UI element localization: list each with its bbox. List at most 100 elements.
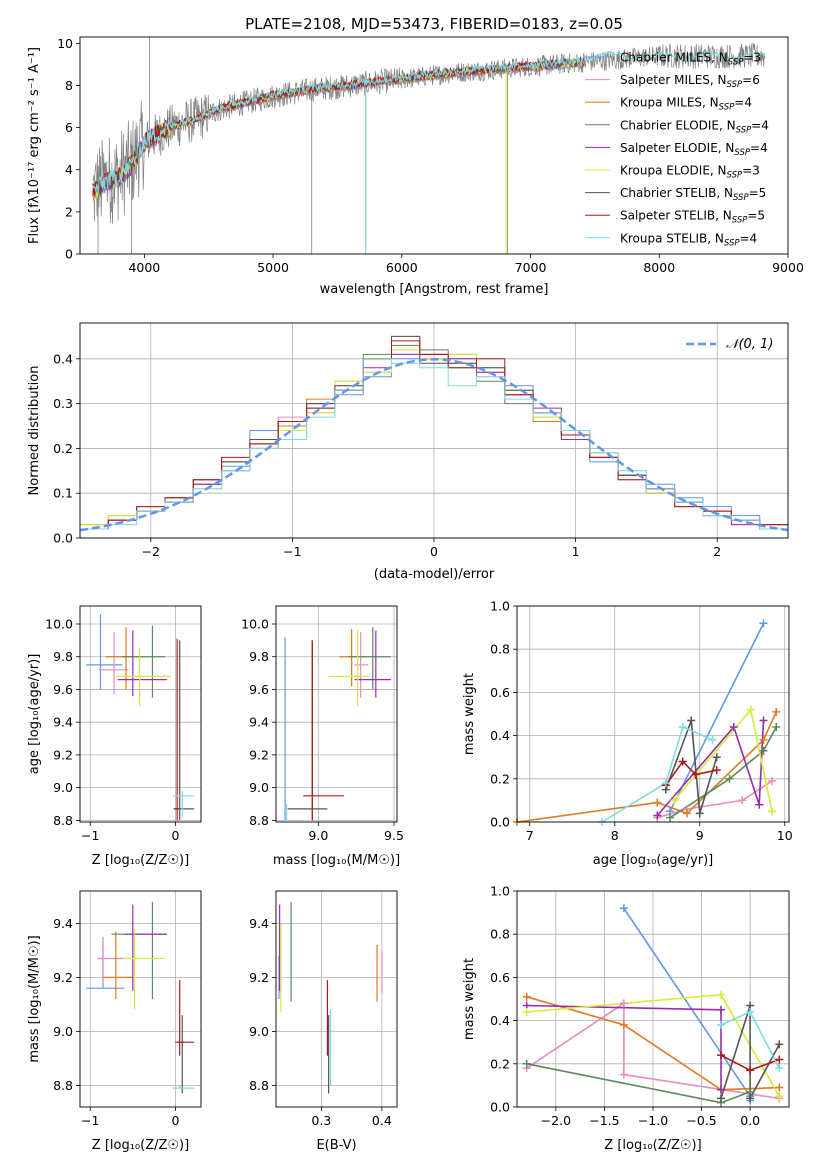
weight-marker <box>759 735 768 744</box>
weight-marker <box>717 990 725 999</box>
weight-marker <box>775 1083 784 1092</box>
x-tick-label: 6000 <box>386 260 418 275</box>
y-tick-label: 0.4 <box>490 1013 510 1028</box>
weight-marker <box>725 774 734 783</box>
y-tick-label: 9.2 <box>249 747 269 762</box>
y-axis-label: Flux [fλ10⁻¹⁷ erg cm⁻² s⁻¹ A⁻¹] <box>27 47 42 244</box>
y-tick-label: 8 <box>65 78 73 93</box>
legend-label: Salpeter MILES, NSSP=6 <box>620 73 760 90</box>
legend-label: Chabrier MILES, NSSP=3 <box>620 51 761 68</box>
y-axis-label: mass [log₁₀(M/M☉)] <box>27 935 42 1062</box>
gaussian-reference <box>80 358 788 532</box>
x-axis-label: wavelength [Angstrom, rest frame] <box>320 282 549 297</box>
y-axis-label: mass weight <box>462 673 477 755</box>
weight-marker <box>619 904 628 913</box>
y-tick-label: 1.0 <box>490 599 510 614</box>
y-tick-label: 9.8 <box>53 649 73 664</box>
weight-marker <box>717 1085 725 1094</box>
weight-marker <box>759 619 768 628</box>
weight-marker <box>768 776 776 785</box>
y-tick-label: 6 <box>65 120 73 135</box>
y-tick-label: 9.0 <box>53 1024 73 1039</box>
weight-marker <box>738 796 747 805</box>
axes-frame <box>275 605 398 823</box>
weight-marker <box>691 770 700 779</box>
legend-label: Chabrier STELIB, NSSP=5 <box>620 186 766 203</box>
weight-marker <box>619 1070 628 1079</box>
weight-marker <box>772 707 781 716</box>
legend-label: Kroupa STELIB, NSSP=4 <box>620 231 757 248</box>
chart-weight-vs-age: 7 8 9 10 0.0 0.2 0.4 0.6 0.8 1.0 age [log₁₀(age/yr… <box>462 599 793 869</box>
y-tick-label: 1.0 <box>490 884 510 899</box>
y-tick-label: 4 <box>65 162 73 177</box>
y-tick-label: 0.2 <box>53 441 73 456</box>
weight-marker <box>695 809 704 818</box>
legend-label: Salpeter STELIB, NSSP=5 <box>620 209 765 226</box>
weight-series <box>665 760 717 786</box>
x-tick-label: 10 <box>777 828 793 843</box>
plot-area <box>278 901 383 1094</box>
chart-title: PLATE=2108, MJD=53473, FIBERID=0183, z=0… <box>245 15 623 33</box>
weight-series <box>720 1005 781 1099</box>
weight-marker <box>772 722 781 731</box>
x-tick-label: −2.0 <box>541 1113 571 1128</box>
y-tick-label: 0 <box>65 247 73 262</box>
plot-area <box>92 37 766 254</box>
x-tick-label: −1 <box>283 544 301 559</box>
y-tick-label: 9.0 <box>53 780 73 795</box>
x-tick-label: 9.5 <box>384 828 404 843</box>
x-tick-label: 0.3 <box>311 1113 331 1128</box>
y-tick-label: 10 <box>57 36 73 51</box>
y-tick-label: 2 <box>65 204 73 219</box>
x-axis-label: Z [log₁₀(Z/Z☉)] <box>604 1138 701 1153</box>
x-axis-label: mass [log₁₀(M/M☉)] <box>273 853 400 868</box>
weight-marker <box>717 1094 725 1103</box>
weight-marker <box>746 1094 755 1103</box>
x-tick-label: −1.5 <box>589 1113 619 1128</box>
weight-marker <box>619 1020 628 1029</box>
y-tick-label: 0.3 <box>53 396 73 411</box>
weight-marker <box>759 746 768 755</box>
legend-label: Kroupa MILES, NSSP=4 <box>620 96 752 113</box>
x-tick-label: 8 <box>611 828 619 843</box>
weight-marker <box>759 716 768 725</box>
y-tick-label: 0.0 <box>490 1100 510 1115</box>
weight-marker <box>775 1040 784 1049</box>
weight-marker <box>661 779 670 788</box>
weight-marker <box>670 796 679 805</box>
x-tick-label: −1.0 <box>638 1113 668 1128</box>
y-tick-label: 9.4 <box>249 715 269 730</box>
x-tick-label: −1 <box>81 828 99 843</box>
y-tick-label: 0.1 <box>53 486 73 501</box>
weight-marker <box>619 999 628 1008</box>
x-tick-label: −1 <box>81 1113 99 1128</box>
x-tick-label: 4000 <box>128 260 160 275</box>
y-tick-label: 9.4 <box>249 916 269 931</box>
x-tick-label: 9.0 <box>308 828 328 843</box>
chart-mass-vs-Z: −1 0 8.8 9.0 9.2 9.4 Z [log₁₀(Z/Z☉)] mass [log₁… <box>27 890 202 1153</box>
weight-series <box>526 1001 780 1100</box>
weight-marker <box>653 798 662 807</box>
y-tick-label: 8.8 <box>53 813 73 828</box>
y-axis-label: age [log₁₀(age/yr)] <box>27 654 42 775</box>
weight-marker <box>755 800 764 809</box>
x-axis-label: (data-model)/error <box>374 567 495 582</box>
y-tick-label: 0.8 <box>490 927 510 942</box>
weight-marker <box>653 811 662 820</box>
x-axis-label: Z [log₁₀(Z/Z☉)] <box>92 1138 189 1153</box>
weight-marker <box>775 1092 784 1101</box>
legend-label: Chabrier ELODIE, NSSP=4 <box>620 118 769 135</box>
weight-marker <box>678 757 687 766</box>
y-tick-label: 8.8 <box>249 1078 269 1093</box>
y-tick-label: 8.8 <box>249 813 269 828</box>
chart-age-vs-Z: −1 0 8.8 9.0 9.2 9.4 9.6 9.8 10.0 Z [log₁₀(Z/Z☉)]… <box>27 605 202 868</box>
x-axis-label: age [log₁₀(age/yr)] <box>593 853 714 868</box>
x-tick-label: 7 <box>526 828 534 843</box>
weight-marker <box>712 766 721 775</box>
weight-series <box>669 622 765 812</box>
plot-area <box>85 614 195 821</box>
weight-marker <box>746 1066 755 1075</box>
y-tick-label: 0.6 <box>490 970 510 985</box>
y-tick-label: 9.6 <box>249 682 269 697</box>
x-tick-label: 0 <box>430 544 438 559</box>
